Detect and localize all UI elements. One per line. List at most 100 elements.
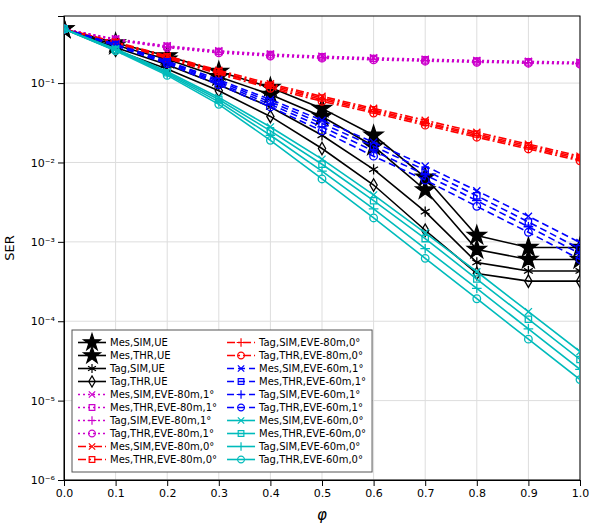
point — [524, 143, 534, 153]
tick-mark — [322, 480, 323, 486]
tick-mark — [58, 83, 64, 84]
series-line — [64, 29, 580, 158]
tick-mark — [219, 480, 220, 486]
point — [519, 250, 538, 268]
tick-mark — [270, 480, 271, 486]
point — [267, 85, 275, 93]
point — [162, 58, 172, 68]
legend-swatch — [227, 407, 255, 409]
tick-mark — [58, 401, 64, 402]
legend-item: Mes,THR,EVE-60m,0° — [227, 428, 366, 439]
point — [163, 72, 171, 80]
point — [576, 256, 580, 264]
point — [473, 133, 481, 141]
point — [370, 139, 377, 146]
legend-label: Mes,SIM,UE — [110, 337, 168, 348]
series — [64, 26, 580, 161]
point — [370, 152, 378, 160]
point — [576, 157, 580, 165]
legend-swatch — [78, 381, 106, 383]
legend-marker — [238, 417, 244, 423]
tick-mark — [425, 480, 426, 486]
legend-label: Tag,THR,EVE-80m,0° — [258, 350, 363, 361]
tick-label: 0.0 — [56, 487, 74, 500]
tick: 1.0 — [572, 480, 590, 500]
point — [267, 137, 275, 145]
legend-label: Tag,SIM,EVE-60m,1° — [258, 389, 360, 400]
point — [369, 107, 379, 117]
tick: 0.2 — [159, 480, 177, 500]
x-axis: 0.00.10.20.30.40.50.60.70.80.91.0 — [56, 480, 590, 500]
point — [369, 164, 378, 174]
legend-marker — [237, 338, 246, 347]
series-line — [64, 29, 580, 159]
tick-mark — [58, 321, 64, 322]
legend-item: Mes,SIM,EVE-80m,1° — [78, 389, 214, 400]
point — [421, 255, 429, 263]
legend-item: Tag,THR,EVE-60m,1° — [227, 402, 363, 413]
legend-swatch — [78, 433, 106, 435]
tick-label: 10⁻² — [31, 156, 55, 169]
point — [474, 276, 480, 282]
x-axis-title: φ — [317, 506, 327, 524]
tick: 10⁻² — [31, 156, 64, 169]
point — [267, 103, 275, 111]
legend-item: Mes,THR,EVE-60m,1° — [227, 376, 366, 387]
series-line — [64, 29, 580, 64]
point — [421, 176, 429, 184]
legend-item: Mes,THR,UE — [78, 347, 171, 363]
legend-swatch — [227, 381, 255, 383]
tick-mark — [116, 480, 117, 486]
point — [318, 97, 326, 105]
tick-label: 10⁻³ — [31, 236, 55, 249]
grid-line-y — [64, 83, 580, 84]
tick: 0.6 — [365, 480, 383, 500]
tick-label: 0.6 — [365, 487, 383, 500]
point — [576, 60, 580, 68]
point — [318, 142, 325, 154]
point — [317, 166, 327, 176]
legend-marker — [88, 416, 97, 425]
point — [369, 204, 379, 214]
point — [421, 121, 429, 129]
legend-label: Tag,SIM,EVE-60m,0° — [258, 441, 360, 452]
point — [473, 268, 480, 275]
tick-label: 0.9 — [520, 487, 538, 500]
legend-item: Tag,THR,EVE-80m,0° — [227, 350, 363, 361]
tick-label: 0.2 — [159, 487, 177, 500]
tick-label: 0.7 — [417, 487, 435, 500]
series-line — [64, 29, 580, 63]
legend-marker — [238, 379, 244, 385]
legend-marker — [238, 431, 244, 437]
legend-marker — [238, 404, 245, 411]
series-line — [64, 29, 580, 352]
tick-mark — [58, 242, 64, 243]
legend-item: Tag,SIM,UE — [78, 363, 165, 374]
legend-label: Mes,SIM,EVE-80m,1° — [110, 389, 214, 400]
point — [215, 49, 223, 57]
legend-label: Mes,SIM,EVE-60m,0° — [259, 415, 363, 426]
legend-item: Mes,THR,EVE-80m,1° — [78, 402, 217, 413]
legend-swatch — [227, 459, 255, 461]
tick: 0.8 — [469, 480, 487, 500]
legend-item: Tag,SIM,EVE-60m,0° — [227, 441, 360, 452]
point — [525, 275, 532, 287]
legend-item: Tag,THR,EVE-60m,0° — [227, 454, 363, 465]
legend-swatch — [227, 355, 255, 357]
series — [64, 25, 580, 159]
series-line — [64, 29, 580, 271]
plot-frame — [64, 16, 580, 480]
point — [524, 324, 534, 334]
point — [420, 244, 430, 254]
axis-line — [58, 17, 65, 481]
point — [422, 224, 429, 236]
point — [370, 214, 378, 222]
legend-label: Mes,THR,EVE-80m,1° — [110, 402, 217, 413]
tick-mark — [374, 480, 375, 486]
legend-marker — [237, 442, 246, 451]
legend-label: Mes,THR,UE — [110, 350, 171, 361]
tick-label: 0.8 — [469, 487, 487, 500]
legend-box — [72, 330, 372, 472]
point — [214, 78, 224, 88]
legend-marker — [89, 405, 95, 411]
